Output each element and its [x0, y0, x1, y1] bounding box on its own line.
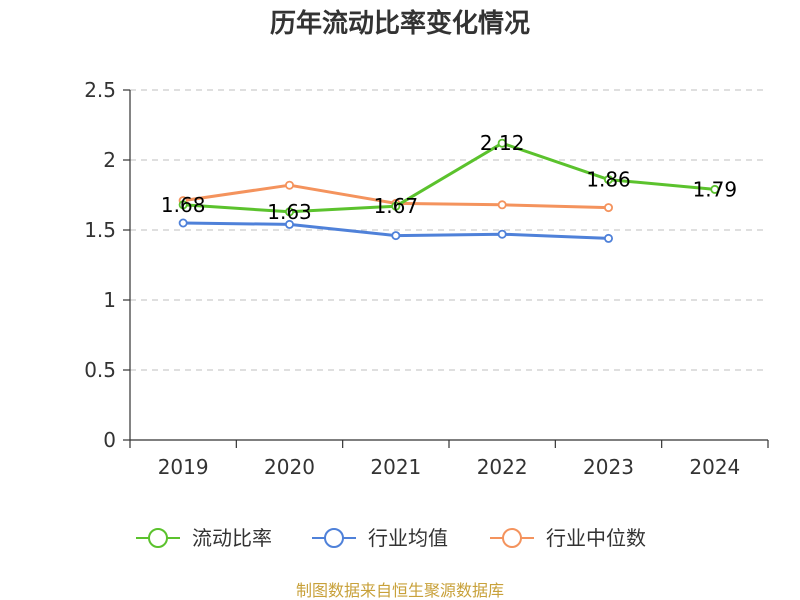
data-point[interactable]: [391, 201, 401, 211]
legend-label: 流动比率: [192, 526, 272, 550]
data-point[interactable]: [284, 219, 294, 229]
data-point[interactable]: [178, 218, 188, 228]
y-tick-label: 1: [103, 288, 116, 312]
y-tick-label: 2.5: [84, 78, 116, 102]
data-point[interactable]: [497, 229, 507, 239]
data-label: 2.12: [480, 131, 525, 155]
legend[interactable]: 流动比率 行业均值 行业中位数: [136, 526, 646, 550]
series-lines: [178, 138, 720, 243]
data-point[interactable]: [604, 233, 614, 243]
legend-item[interactable]: 行业均值: [312, 526, 448, 550]
x-tick-label: 2023: [583, 455, 634, 479]
data-point[interactable]: [604, 175, 614, 185]
data-label: 1.63: [267, 200, 312, 224]
data-point[interactable]: [178, 200, 188, 210]
data-point[interactable]: [391, 231, 401, 241]
data-labels: 1.68 1.63 1.67 2.12 1.86 1.79: [161, 131, 737, 224]
data-label: 1.68: [161, 193, 206, 217]
x-tick-label: 2021: [370, 455, 421, 479]
legend-item[interactable]: 流动比率: [136, 526, 272, 550]
data-point[interactable]: [284, 180, 294, 190]
x-tick-label: 2024: [689, 455, 740, 479]
source-note: 制图数据来自恒生聚源数据库: [296, 581, 504, 600]
legend-marker-icon: [324, 528, 344, 548]
data-label: 1.86: [586, 168, 631, 192]
data-point[interactable]: [497, 138, 507, 148]
x-tick-label: 2022: [477, 455, 528, 479]
data-point[interactable]: [497, 200, 507, 210]
y-tick-label: 1.5: [84, 218, 116, 242]
legend-item[interactable]: 行业中位数: [490, 526, 646, 550]
y-tick-label: 0: [103, 428, 116, 452]
data-label: 1.67: [374, 194, 419, 218]
data-point[interactable]: [604, 203, 614, 213]
data-label: 1.79: [693, 177, 738, 201]
axes: 0 0.5 1 1.5 2 2.5 2019 2020 2021 2022 2023 2024: [84, 78, 769, 479]
data-point[interactable]: [710, 184, 720, 194]
data-point[interactable]: [284, 207, 294, 217]
x-tick-label: 2020: [264, 455, 315, 479]
grid-lines: [130, 89, 768, 371]
chart-title: 历年流动比率变化情况: [270, 8, 530, 39]
legend-marker-icon: [148, 528, 168, 548]
y-tick-label: 2: [103, 148, 116, 172]
legend-label: 行业中位数: [546, 526, 646, 550]
series-line-0: [183, 141, 715, 214]
x-tick-label: 2019: [158, 455, 209, 479]
legend-label: 行业均值: [368, 526, 448, 550]
y-tick-label: 0.5: [84, 358, 116, 382]
legend-marker-icon: [502, 528, 522, 548]
